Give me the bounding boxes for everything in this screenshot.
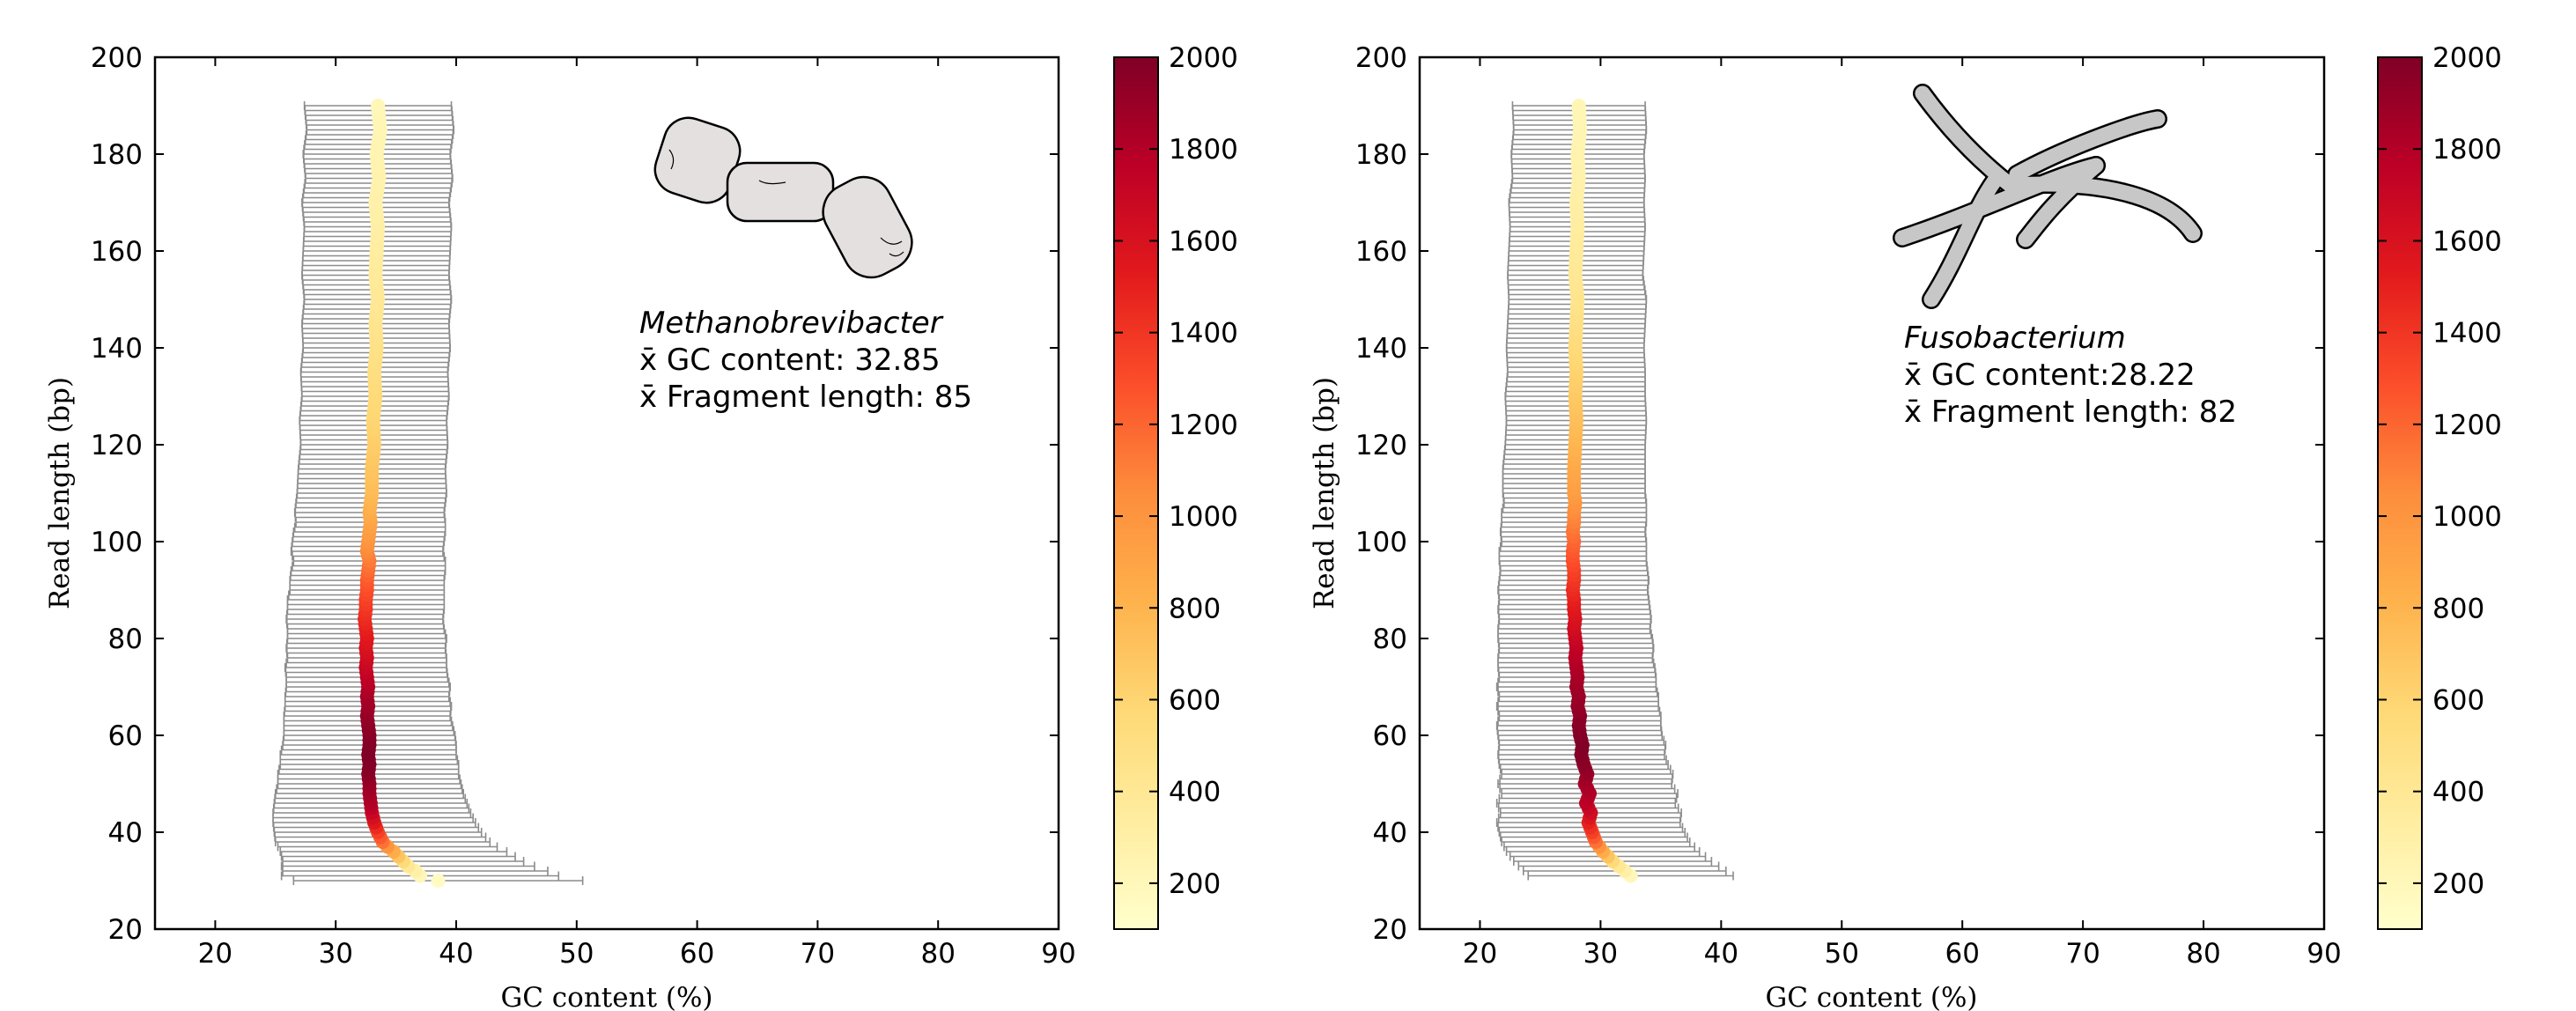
y-tick-label: 120 — [1355, 430, 1407, 461]
colorbar-ticks-1: 200 400 600 800 1000 1200 1400 1600 1800 2000 — [1114, 42, 1238, 900]
x-tick-label: 80 — [920, 938, 955, 970]
y-axis-label-1: Read length (bp) — [44, 377, 76, 609]
y-tick-label: 200 — [1355, 42, 1407, 74]
fusobacterium-rods-icon — [1893, 84, 2203, 309]
x-tick-label: 70 — [801, 938, 835, 970]
x-tick-label: 50 — [1825, 938, 1859, 970]
y-tick-label: 80 — [108, 624, 143, 655]
colorbar-tick-label: 1800 — [2432, 134, 2502, 166]
y-axis-label-2: Read length (bp) — [1309, 377, 1340, 609]
y-tick-label: 100 — [91, 527, 143, 558]
methanobrevibacter-cells-icon — [653, 116, 913, 279]
x-tick-label: 50 — [559, 938, 594, 970]
y-tick-label: 160 — [91, 236, 143, 268]
y-tick-label: 40 — [1373, 817, 1407, 849]
x-tick-label: 40 — [439, 938, 473, 970]
x-tick-label: 90 — [2307, 938, 2341, 970]
y-tick-label: 140 — [91, 333, 143, 365]
colorbar-tick-label: 600 — [2432, 684, 2484, 716]
x-tick-label: 70 — [2065, 938, 2100, 970]
fragment-length-note-1: x̄ Fragment length: 85 — [639, 380, 972, 415]
colorbar-tick-label: 2000 — [2432, 42, 2502, 74]
colorbar-tick-label: 800 — [1169, 593, 1221, 624]
colorbar-tick-label: 1400 — [1169, 318, 1238, 350]
y-tick-label: 20 — [1373, 914, 1407, 946]
y-tick-label: 80 — [1373, 624, 1407, 655]
y-tick-label: 180 — [1355, 139, 1407, 171]
x-tick-label: 60 — [1945, 938, 1979, 970]
colorbar-tick-label: 1000 — [2432, 501, 2502, 533]
y-tick-label: 100 — [1355, 527, 1407, 558]
colorbar-tick-label: 1800 — [1169, 134, 1238, 166]
x-axis-label-1: GC content (%) — [500, 982, 712, 1011]
colorbar-tick-label: 600 — [1169, 684, 1221, 716]
x-tick-label: 20 — [1463, 938, 1497, 970]
x-tick-label: 40 — [1704, 938, 1738, 970]
y-tick-label: 60 — [1373, 720, 1407, 752]
x-tick-label: 60 — [680, 938, 714, 970]
gc-content-note-2: x̄ GC content:28.22 — [1904, 358, 2196, 393]
panel-fusobacterium: GC content (%) Read length (bp) Fusobac — [1309, 42, 2502, 1011]
plot-area-1 — [272, 99, 584, 888]
gc-content-note-1: x̄ GC content: 32.85 — [639, 343, 941, 378]
x-axis-label-2: GC content (%) — [1765, 982, 1977, 1011]
organism-name-1: Methanobrevibacter — [639, 306, 944, 341]
colorbar-tick-label: 1400 — [2432, 318, 2502, 350]
y-tick-label: 140 — [1355, 333, 1407, 365]
plot-area-2 — [1495, 99, 1734, 883]
data-point — [1571, 99, 1586, 113]
x-tick-label: 30 — [318, 938, 352, 970]
colorbar-tick-label: 2000 — [1169, 42, 1238, 74]
colorbar-tick-label: 400 — [2432, 777, 2484, 808]
y-tick-label: 20 — [108, 914, 143, 946]
y-tick-label: 40 — [108, 817, 143, 849]
colorbar-tick-label: 400 — [1169, 777, 1221, 808]
colorbar-tick-label: 200 — [1169, 868, 1221, 900]
colorbar-tick-label: 1200 — [2432, 410, 2502, 441]
x-tick-label: 80 — [2186, 938, 2220, 970]
x-tick-label: 20 — [198, 938, 233, 970]
axes-frame-2 — [1418, 55, 2326, 931]
colorbar-tick-label: 200 — [2432, 868, 2484, 900]
colorbar-2 — [2377, 56, 2423, 930]
y-tick-label: 120 — [91, 430, 143, 461]
colorbar-tick-label: 800 — [2432, 593, 2484, 624]
colorbar-tick-label: 1600 — [1169, 225, 1238, 257]
x-tick-label: 90 — [1041, 938, 1075, 970]
fragment-length-note-2: x̄ Fragment length: 82 — [1904, 395, 2237, 430]
data-point — [431, 874, 446, 888]
panel-methanobrevibacter: GC content (%) Read length (bp) Methanob… — [44, 42, 1238, 1011]
colorbar-tick-label: 1600 — [2432, 225, 2502, 257]
y-tick-label: 180 — [91, 139, 143, 171]
y-tick-label: 160 — [1355, 236, 1407, 268]
colorbar-ticks-2: 200 400 600 800 1000 1200 1400 1600 1800 2000 — [2378, 42, 2502, 900]
x-tick-label: 30 — [1583, 938, 1618, 970]
y-tick-label: 60 — [108, 720, 143, 752]
organism-name-2: Fusobacterium — [1904, 321, 2126, 356]
y-tick-label: 200 — [91, 42, 143, 74]
colorbar-tick-label: 1200 — [1169, 410, 1238, 441]
colorbar-tick-label: 1000 — [1169, 501, 1238, 533]
colorbar-1 — [1113, 56, 1159, 930]
axes-frame-1 — [153, 55, 1060, 931]
data-point — [371, 99, 386, 113]
